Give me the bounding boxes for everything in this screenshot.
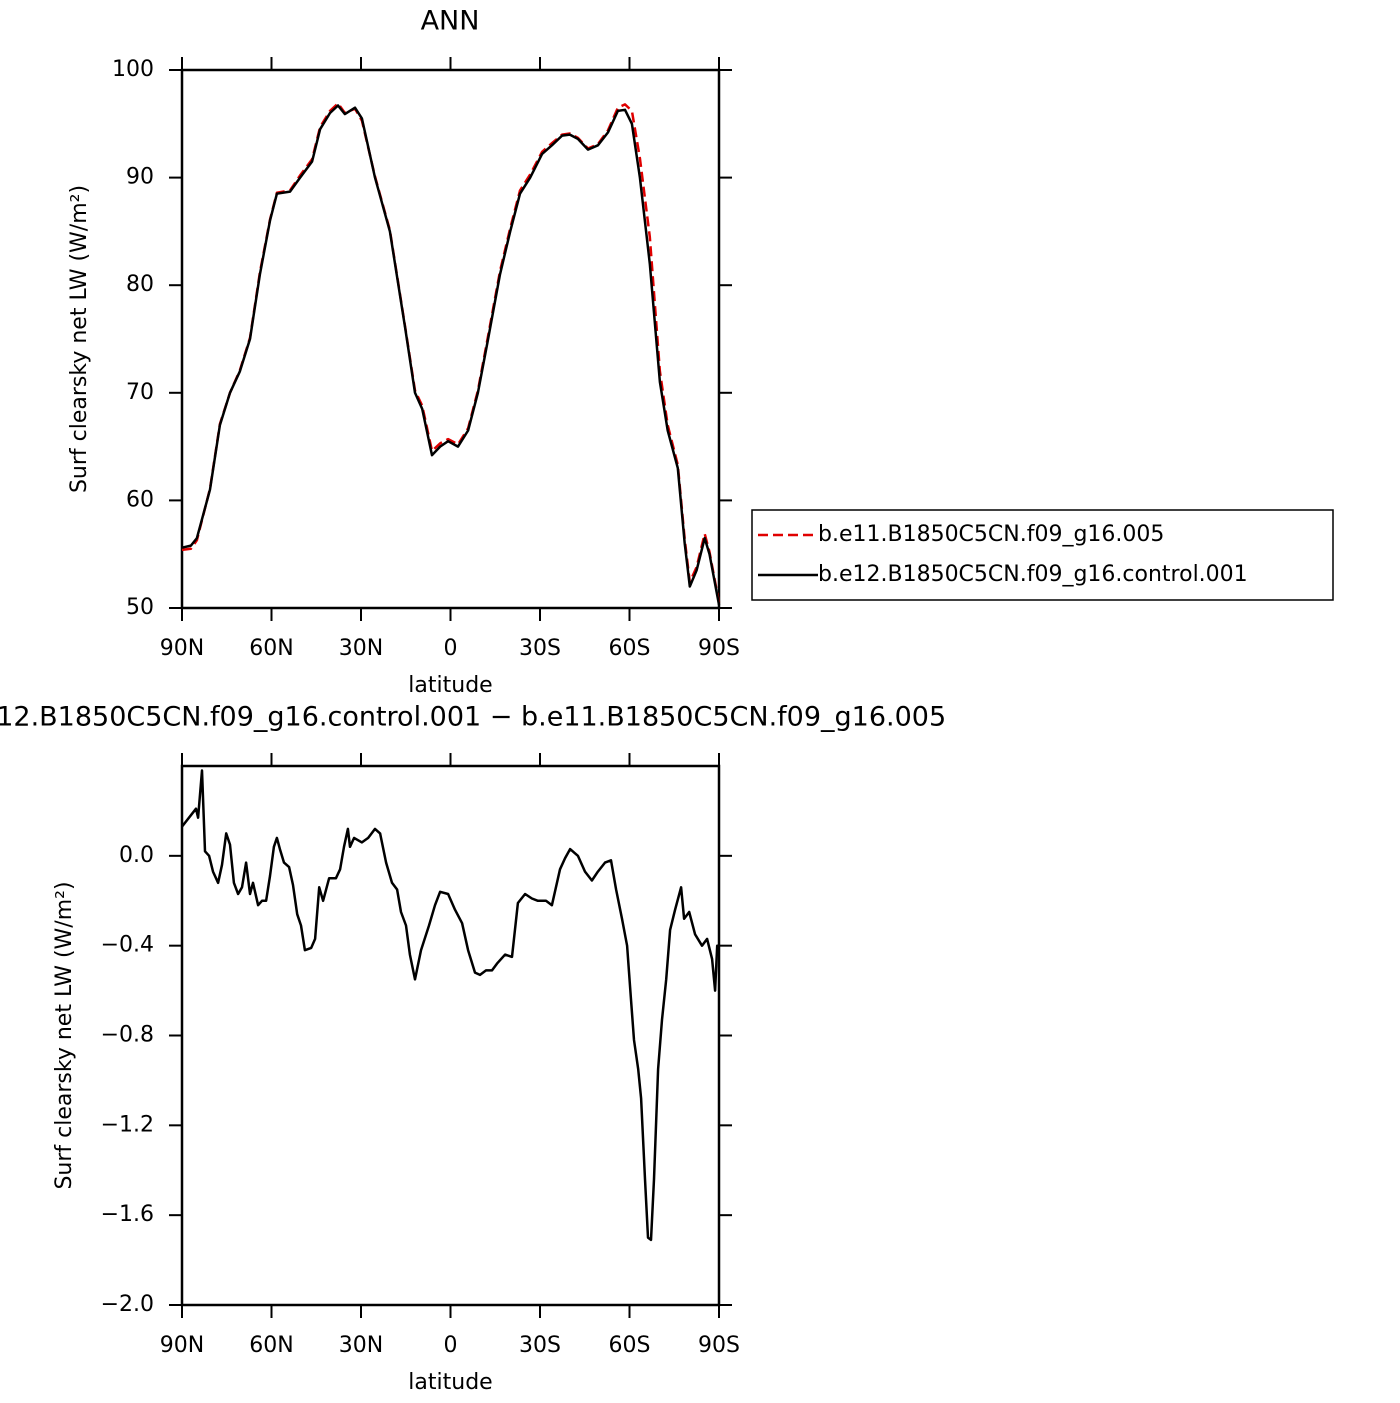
legend-label: b.e11.B1850C5CN.f09_g16.005 xyxy=(818,522,1164,547)
x-tick-label: 60N xyxy=(249,1333,293,1358)
y-tick-label: −0.4 xyxy=(101,933,154,958)
x-tick-label: 30N xyxy=(339,636,383,661)
x-tick-label: 30S xyxy=(519,1333,561,1358)
y-tick-label: 60 xyxy=(126,487,154,512)
data-line xyxy=(181,104,721,606)
y-tick-label: 0.0 xyxy=(119,843,154,868)
data-line xyxy=(181,102,721,603)
y-tick-label: −0.8 xyxy=(101,1023,154,1048)
data-line xyxy=(181,769,719,1242)
y-tick-label: 50 xyxy=(126,595,154,620)
x-tick-label: 60S xyxy=(609,1333,651,1358)
y-tick-label: −2.0 xyxy=(101,1292,154,1317)
y-tick-label: −1.2 xyxy=(101,1112,154,1137)
x-tick-label: 0 xyxy=(444,1333,458,1358)
legend-label: b.e12.B1850C5CN.f09_g16.control.001 xyxy=(818,562,1248,587)
x-tick-label: 90N xyxy=(160,1333,204,1358)
y-axis-label: Surf clearsky net LW (W/m²) xyxy=(52,881,77,1189)
y-tick-label: 100 xyxy=(112,57,154,82)
y-axis-label: Surf clearsky net LW (W/m²) xyxy=(67,185,92,493)
x-tick-label: 60N xyxy=(249,636,293,661)
x-tick-label: 0 xyxy=(444,636,458,661)
chart-title: b.e12.B1850C5CN.f09_g16.control.001 − b.… xyxy=(0,702,946,733)
x-tick-label: 30N xyxy=(339,1333,383,1358)
legend-box xyxy=(751,509,1334,601)
y-tick-label: 80 xyxy=(126,272,154,297)
plot-frame xyxy=(180,764,721,1307)
x-tick-label: 90N xyxy=(160,636,204,661)
x-axis-label: latitude xyxy=(408,673,492,698)
x-tick-label: 60S xyxy=(609,636,651,661)
y-tick-label: 70 xyxy=(126,380,154,405)
x-tick-label: 90S xyxy=(698,1333,740,1358)
x-axis-label: latitude xyxy=(408,1370,492,1395)
chart-title: ANN xyxy=(421,6,480,37)
y-tick-label: 90 xyxy=(126,165,154,190)
x-tick-label: 30S xyxy=(519,636,561,661)
x-tick-label: 90S xyxy=(698,636,740,661)
y-tick-label: −1.6 xyxy=(101,1202,154,1227)
